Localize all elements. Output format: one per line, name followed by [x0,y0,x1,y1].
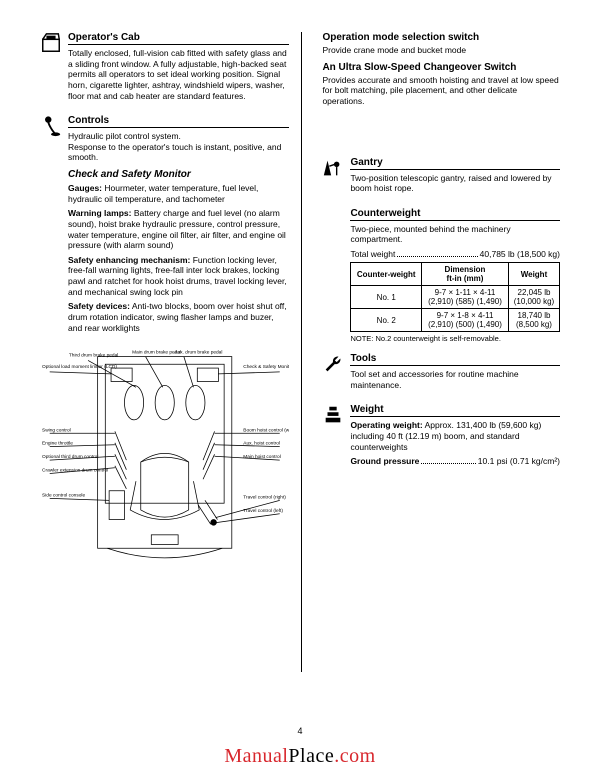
watermark: ManualPlace.com [0,745,600,768]
cab-icon [40,32,62,105]
diagram-label: Aux. drum brake pedal [174,350,222,356]
diagram-label: Side control console [42,493,85,499]
section-tools: Tools Tool set and accessories for routi… [322,353,560,394]
section-gantry: Gantry Two-position telescopic gantry, r… [322,157,560,198]
monitor-warning: Warning lamps: Battery charge and fuel l… [68,208,289,251]
table-row: No. 1 9-7 × 1-11 × 4-11(2,910) (585) (1,… [351,286,560,309]
gantry-icon [322,157,344,198]
cab-title: Operator's Cab [68,32,289,45]
counterweight-table: Counter-weight Dimensionft-in (mm) Weigh… [350,262,560,332]
diagram-label: Third drum brake pedal [69,353,118,359]
mode-body: Provide crane mode and bucket mode [322,45,560,56]
controls-body: Hydraulic pilot control system.Response … [68,131,289,163]
cw-total-line: Total weight 40,785 lb (18,500 kg) [350,249,560,259]
tools-title: Tools [350,353,560,366]
diagram-label: Main hoist control [243,454,280,460]
cw-title: Counterweight [350,208,560,221]
cw-note: NOTE: No.2 counterweight is self-removab… [350,334,560,343]
monitor-safety-dev: Safety devices: Anti-two blocks, boom ov… [68,301,289,333]
cw-th: Weight [508,263,559,286]
table-row: No. 2 9-7 × 1-8 × 4-11(2,910) (500) (1,4… [351,309,560,332]
cw-th: Counter-weight [351,263,422,286]
diagram-label: Optional load moment limiter (LCD) [42,364,117,370]
wrench-icon [322,353,344,394]
slow-body: Provides accurate and smooth hoisting an… [322,75,560,107]
weight-title: Weight [350,404,560,417]
gantry-title: Gantry [350,157,560,170]
gantry-body: Two-position telescopic gantry, raised a… [350,173,560,194]
section-controls: Controls Hydraulic pilot control system.… [40,115,289,337]
section-operators-cab: Operator's Cab Totally enclosed, full-vi… [40,32,289,105]
tools-body: Tool set and accessories for routine mac… [350,369,560,390]
weight-icon [322,404,344,466]
diagram-label: Check & Safety Monitor [243,364,289,370]
weight-gp-line: Ground pressure 10.1 psi (0.71 kg/cm²) [350,456,560,466]
cw-th: Dimensionft-in (mm) [422,263,509,286]
diagram-label: Crawler extension drum control [42,468,108,474]
monitor-gauges: Gauges: Hourmeter, water temperature, fu… [68,183,289,204]
diagram-label: Travel control (left) [243,508,283,514]
monitor-safety-mech: Safety enhancing mechanism: Function loc… [68,255,289,298]
weight-op: Operating weight: Approx. 131,400 lb (59… [350,420,560,452]
controls-title: Controls [68,115,289,128]
monitor-title: Check and Safety Monitor [68,169,289,180]
column-divider [301,32,302,672]
joystick-icon [40,115,62,337]
page-number: 4 [0,726,600,736]
diagram-label: Engine throttle [42,441,73,447]
diagram-label: Optional third drum control [42,454,98,460]
cab-layout-diagram: Optional load moment limiter (LCD) Third… [40,347,289,577]
diagram-label: Swing control [42,427,71,433]
cab-body: Totally enclosed, full-vision cab fitted… [68,48,289,101]
cw-body: Two-piece, mounted behind the machinery … [350,224,560,245]
slow-title: An Ultra Slow-Speed Changeover Switch [322,62,560,73]
diagram-label: Boom hoist control (with creep speed) [243,427,289,433]
section-weight: Weight Operating weight: Approx. 131,400… [322,404,560,466]
diagram-label: Travel control (right) [243,495,286,501]
section-counterweight: Counterweight Two-piece, mounted behind … [350,208,560,343]
section-mode-switch: Operation mode selection switch Provide … [322,32,560,107]
mode-title: Operation mode selection switch [322,32,560,43]
diagram-label: Aux. hoist control [243,441,280,447]
